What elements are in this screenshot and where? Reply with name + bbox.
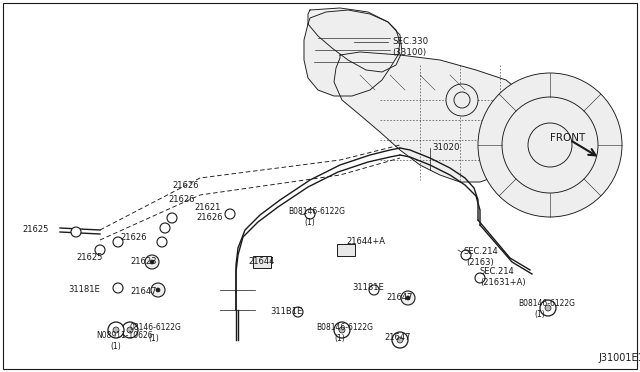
- Circle shape: [540, 300, 556, 316]
- Text: 21626: 21626: [120, 234, 147, 243]
- Text: 21644+A: 21644+A: [346, 237, 385, 247]
- Text: (1): (1): [110, 341, 121, 350]
- Circle shape: [369, 285, 379, 295]
- Circle shape: [157, 237, 167, 247]
- Text: 21625: 21625: [76, 253, 102, 263]
- Circle shape: [122, 322, 138, 338]
- Text: FRONT: FRONT: [550, 133, 585, 143]
- Circle shape: [339, 327, 345, 333]
- Circle shape: [392, 332, 408, 348]
- Circle shape: [545, 305, 551, 311]
- Polygon shape: [308, 8, 402, 72]
- Polygon shape: [304, 10, 400, 96]
- Text: 08146-6122G: 08146-6122G: [130, 324, 182, 333]
- Text: 21626: 21626: [168, 196, 195, 205]
- Text: 21621: 21621: [194, 203, 220, 212]
- Circle shape: [406, 296, 410, 300]
- Text: 21647: 21647: [386, 294, 413, 302]
- Text: SEC.214: SEC.214: [464, 247, 499, 257]
- Text: 21644: 21644: [248, 257, 275, 266]
- Circle shape: [108, 322, 124, 338]
- Text: 21647: 21647: [130, 288, 157, 296]
- Circle shape: [293, 307, 303, 317]
- Bar: [253, 256, 271, 268]
- Circle shape: [475, 273, 485, 283]
- Circle shape: [334, 322, 350, 338]
- Text: 31181E: 31181E: [68, 285, 100, 295]
- Text: 31020: 31020: [432, 144, 460, 153]
- Circle shape: [145, 255, 159, 269]
- Circle shape: [151, 283, 165, 297]
- Circle shape: [397, 337, 403, 343]
- Circle shape: [461, 250, 471, 260]
- Text: 31181E: 31181E: [352, 283, 384, 292]
- Circle shape: [127, 327, 133, 333]
- Circle shape: [446, 84, 478, 116]
- Text: SEC.214: SEC.214: [480, 267, 515, 276]
- Text: (33100): (33100): [392, 48, 426, 57]
- Polygon shape: [334, 52, 530, 182]
- Circle shape: [150, 260, 154, 264]
- Circle shape: [156, 288, 160, 292]
- Circle shape: [401, 291, 415, 305]
- Text: B08146-6122G: B08146-6122G: [288, 208, 345, 217]
- Circle shape: [113, 327, 119, 333]
- Text: 21626: 21626: [172, 182, 198, 190]
- Text: (1): (1): [304, 218, 315, 227]
- Circle shape: [71, 227, 81, 237]
- Text: N08911-10626: N08911-10626: [96, 331, 152, 340]
- Text: 21626: 21626: [196, 214, 223, 222]
- Circle shape: [113, 237, 123, 247]
- Text: B08146-6122G: B08146-6122G: [316, 324, 373, 333]
- Text: 311B1E: 311B1E: [270, 308, 302, 317]
- Text: (2163): (2163): [466, 257, 493, 266]
- Text: J31001E1: J31001E1: [598, 353, 640, 363]
- Text: B08146-6122G: B08146-6122G: [518, 299, 575, 308]
- Circle shape: [305, 209, 315, 219]
- Circle shape: [160, 223, 170, 233]
- Circle shape: [113, 283, 123, 293]
- Text: (1): (1): [148, 334, 159, 343]
- Circle shape: [167, 213, 177, 223]
- Text: 21623: 21623: [130, 257, 157, 266]
- Circle shape: [478, 73, 622, 217]
- Text: (1): (1): [534, 310, 545, 318]
- Text: 21625: 21625: [22, 225, 49, 234]
- Bar: [337, 244, 355, 256]
- Text: 21647: 21647: [384, 334, 410, 343]
- Text: SEC.330: SEC.330: [392, 38, 428, 46]
- Circle shape: [225, 209, 235, 219]
- Circle shape: [95, 245, 105, 255]
- Text: (21631+A): (21631+A): [480, 278, 525, 286]
- Text: (1): (1): [334, 334, 345, 343]
